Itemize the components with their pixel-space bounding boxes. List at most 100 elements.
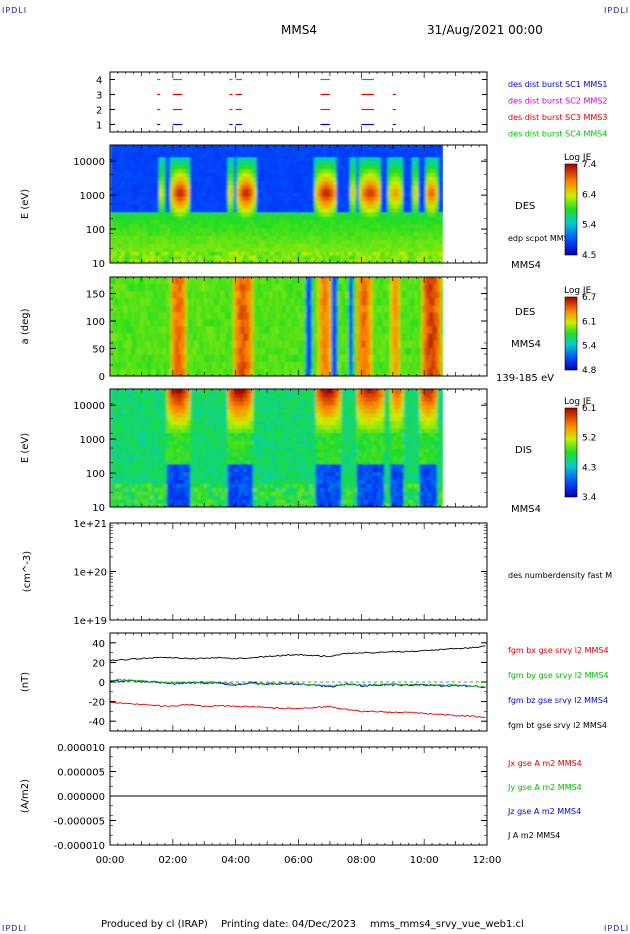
des-spectrogram-cell [431, 200, 435, 205]
des-spectrogram-cell [118, 176, 122, 181]
des-spectrogram-cell [110, 148, 113, 154]
des-spectrogram-cell [418, 152, 422, 158]
des-spectrogram-cell [227, 227, 231, 233]
des-spectrogram-cell [129, 148, 133, 154]
des-spectrogram-cell [287, 164, 291, 170]
pitch-angle-cell [129, 368, 133, 376]
des-spectrogram-cell [145, 196, 149, 201]
des-spectrogram-cell [383, 148, 386, 154]
des-spectrogram-cell [267, 188, 271, 193]
des-spectrogram-cell [418, 247, 422, 252]
des-spectrogram-cell [214, 176, 218, 181]
des-spectrogram-cell [376, 219, 380, 225]
des-spectrogram-cell [265, 200, 269, 205]
des-spectrogram-cell [351, 145, 355, 150]
des-spectrogram-cell [118, 172, 122, 178]
des-spectrogram-cell [198, 200, 202, 205]
des-spectrogram-cell [272, 160, 275, 166]
des-spectrogram-cell [274, 184, 278, 189]
des-spectrogram-cell [163, 231, 167, 237]
des-spectrogram-cell [243, 168, 247, 174]
des-spectrogram-cell [260, 219, 264, 225]
des-spectrogram-cell [274, 227, 278, 233]
des-spectrogram-cell [378, 168, 382, 174]
des-spectrogram-cell [223, 247, 227, 252]
des-spectrogram-cell [289, 148, 293, 154]
des-spectrogram-cell [305, 223, 309, 229]
des-spectrogram-cell [391, 148, 395, 154]
des-spectrogram-cell [112, 160, 116, 166]
des-spectrogram-cell [276, 168, 280, 174]
des-spectrogram-cell [225, 251, 229, 256]
des-spectrogram-cell [216, 172, 220, 178]
des-spectrogram-cell [367, 231, 371, 237]
des-spectrogram-cell [176, 148, 180, 154]
des-spectrogram-cell [214, 211, 218, 217]
des-spectrogram-cell [216, 160, 220, 166]
des-spectrogram-cell [380, 255, 384, 260]
pitch-angle-cell [133, 319, 137, 328]
des-spectrogram-cell [403, 255, 406, 260]
des-spectrogram-cell [152, 239, 156, 244]
des-spectrogram-cell [221, 192, 224, 197]
des-spectrogram-cell [169, 211, 173, 217]
des-spectrogram-cell [198, 223, 202, 229]
des-spectrogram-cell [387, 227, 391, 233]
des-spectrogram-cell [214, 160, 218, 166]
des-spectrogram-cell [212, 223, 215, 229]
des-spectrogram-cell [431, 184, 435, 189]
des-spectrogram-cell [116, 231, 120, 237]
des-spectrogram-cell [305, 247, 309, 252]
des-spectrogram-cell [178, 152, 182, 158]
des-spectrogram-cell [327, 251, 331, 256]
des-spectrogram-cell [181, 152, 184, 158]
des-spectrogram-cell [343, 160, 346, 166]
des-spectrogram-cell [192, 231, 195, 237]
des-spectrogram-cell [218, 192, 222, 197]
des-spectrogram-cell [360, 207, 364, 213]
des-spectrogram-cell [245, 156, 249, 162]
des-spectrogram-cell [416, 243, 420, 248]
des-spectrogram-cell [249, 160, 253, 166]
des-spectrogram-cell [169, 243, 173, 248]
des-spectrogram-cell [376, 239, 380, 244]
des-spectrogram-cell [414, 231, 417, 237]
des-spectrogram-cell [403, 188, 406, 193]
des-spectrogram-cell [247, 204, 251, 209]
des-spectrogram-cell [360, 176, 364, 181]
des-spectrogram-cell [318, 164, 322, 170]
des-spectrogram-cell [396, 223, 400, 229]
des-spectrogram-cell [303, 235, 306, 240]
des-spectrogram-cell [138, 227, 142, 233]
des-spectrogram-cell [389, 148, 393, 154]
des-spectrogram-cell [254, 168, 258, 174]
des-spectrogram-cell [167, 156, 171, 162]
des-spectrogram-cell [214, 180, 218, 185]
des-spectrogram-cell [436, 231, 440, 237]
pitch-angle-cell [135, 319, 139, 328]
des-spectrogram-cell [325, 168, 329, 174]
des-spectrogram-cell [129, 215, 133, 221]
des-spectrogram-cell [181, 243, 184, 248]
des-spectrogram-cell [305, 207, 309, 213]
des-spectrogram-cell [296, 200, 300, 205]
des-spectrogram-cell [423, 204, 426, 209]
des-spectrogram-cell [238, 239, 242, 244]
des-spectrogram-cell [265, 215, 269, 221]
des-spectrogram-cell [263, 259, 267, 263]
des-spectrogram-cell [336, 243, 340, 248]
pitch-angle-cell [137, 347, 140, 356]
des-spectrogram-cell [221, 211, 224, 217]
des-spectrogram-cell [232, 145, 235, 150]
des-spectrogram-cell [418, 215, 422, 221]
des-spectrogram-cell [285, 204, 289, 209]
des-spectrogram-cell [327, 259, 331, 263]
des-spectrogram-cell [305, 145, 309, 150]
des-spectrogram-cell [380, 164, 384, 170]
des-spectrogram-cell [332, 255, 335, 260]
des-spectrogram-cell [187, 184, 191, 189]
des-spectrogram-cell [138, 152, 142, 158]
des-spectrogram-cell [260, 184, 264, 189]
des-spectrogram-cell [138, 211, 142, 217]
des-spectrogram-cell [425, 239, 429, 244]
